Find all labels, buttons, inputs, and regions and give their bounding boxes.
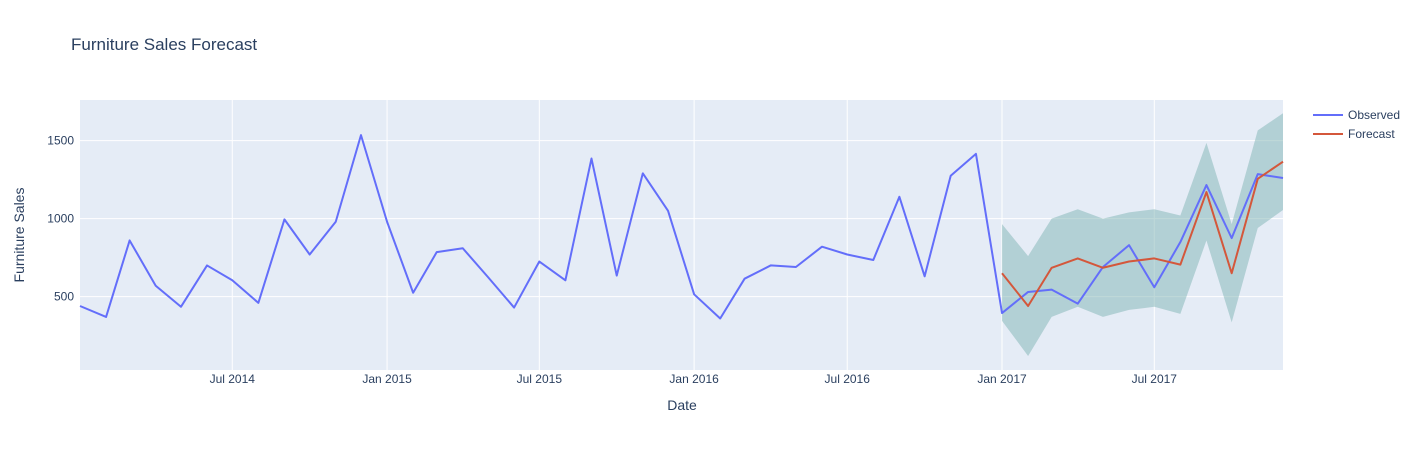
legend-label-observed: Observed	[1348, 108, 1400, 122]
y-tick-label: 1000	[47, 212, 74, 226]
legend-label-forecast: Forecast	[1348, 127, 1395, 141]
x-tick-label: Jul 2015	[517, 372, 563, 386]
x-tick-label: Jul 2016	[825, 372, 871, 386]
series-line-forecast	[1001, 160, 1284, 308]
x-tick-label: Jul 2017	[1132, 372, 1178, 386]
x-axis-title: Date	[667, 397, 697, 413]
confidence-band	[1002, 113, 1283, 356]
x-tick-label: Jan 2016	[669, 372, 719, 386]
chart-title: Furniture Sales Forecast	[71, 35, 257, 54]
x-tick-label: Jan 2017	[977, 372, 1027, 386]
y-tick-label: 500	[54, 290, 74, 304]
legend[interactable]: Observed Forecast	[1313, 108, 1400, 141]
chart-marks	[79, 113, 1284, 356]
x-tick-labels: Jul 2014 Jan 2015 Jul 2015 Jan 2016 Jul 2016…	[210, 372, 1178, 386]
y-tick-label: 1500	[47, 134, 74, 148]
x-tick-label: Jul 2014	[210, 372, 256, 386]
y-tick-labels: 500 1000 1500	[47, 134, 74, 304]
series-line-observed	[79, 134, 1284, 320]
y-axis-title: Furniture Sales	[11, 188, 27, 283]
x-tick-label: Jan 2015	[362, 372, 412, 386]
